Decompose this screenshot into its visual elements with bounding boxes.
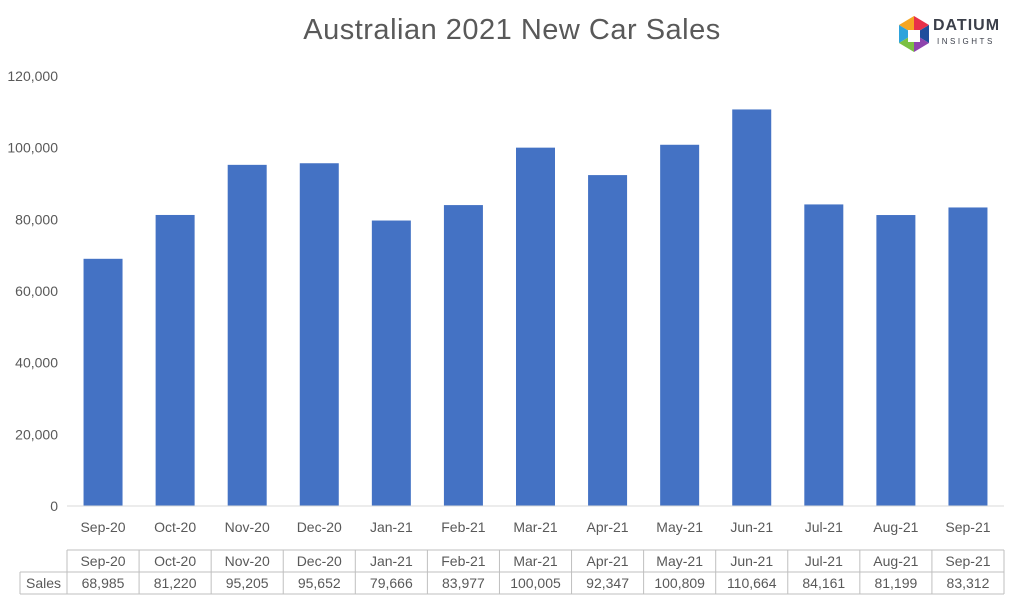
table-value-cell: 92,347 — [586, 575, 629, 591]
logo-name: DATIUM — [933, 17, 1001, 34]
bar-mar-21 — [516, 147, 555, 506]
table-value-cell: 100,809 — [654, 575, 705, 591]
table-header-cell: Dec-20 — [297, 553, 342, 569]
table-header-cell: Jul-21 — [805, 553, 843, 569]
bar-jan-21 — [371, 220, 411, 507]
y-tick-label: 20,000 — [15, 426, 58, 442]
x-tick-label: Aug-21 — [873, 519, 918, 535]
table-value-cell: 68,985 — [82, 575, 125, 591]
table-row-label: Sales — [26, 575, 61, 591]
logo-subtitle: INSIGHTS — [937, 37, 995, 46]
bar-aug-21 — [876, 215, 916, 506]
y-tick-label: 120,000 — [7, 68, 58, 84]
x-tick-label: Sep-21 — [945, 519, 990, 535]
table-header-cell: May-21 — [656, 553, 703, 569]
bar-may-21 — [660, 144, 700, 506]
table-value-cell: 95,205 — [226, 575, 269, 591]
y-tick-label: 0 — [50, 498, 58, 514]
table-header-cell: Feb-21 — [441, 553, 486, 569]
datium-logo-icon — [899, 16, 929, 52]
table-header-cell: Oct-20 — [154, 553, 196, 569]
x-tick-label: Jul-21 — [805, 519, 843, 535]
table-value-cell: 110,664 — [727, 575, 777, 591]
x-tick-label: Mar-21 — [513, 519, 558, 535]
table-header-cell: Jan-21 — [370, 553, 413, 569]
y-tick-label: 80,000 — [15, 211, 58, 227]
y-tick-label: 100,000 — [7, 140, 58, 156]
bar-sep-20 — [83, 258, 123, 506]
x-tick-label: Apr-21 — [587, 519, 629, 535]
table-header-cell: Jun-21 — [730, 553, 773, 569]
table-header-cell: Nov-20 — [225, 553, 270, 569]
table-value-cell: 95,652 — [298, 575, 341, 591]
x-tick-label: Nov-20 — [225, 519, 270, 535]
table-header-cell: Aug-21 — [873, 553, 918, 569]
bar-jun-21 — [732, 109, 772, 506]
y-tick-label: 60,000 — [15, 283, 58, 299]
datium-logo: DATIUM INSIGHTS — [897, 14, 1017, 54]
table-value-cell: 100,005 — [510, 575, 561, 591]
bar-apr-21 — [588, 175, 628, 507]
bar-dec-20 — [299, 163, 339, 506]
table-header-cell: Sep-20 — [80, 553, 125, 569]
x-tick-label: Feb-21 — [441, 519, 486, 535]
x-tick-label: Jan-21 — [370, 519, 413, 535]
bar-sep-21 — [948, 207, 988, 506]
table-value-cell: 81,220 — [154, 575, 197, 591]
bar-nov-20 — [227, 164, 267, 506]
x-tick-label: Jun-21 — [730, 519, 773, 535]
table-value-cell: 81,199 — [874, 575, 917, 591]
bar-feb-21 — [443, 205, 483, 507]
x-tick-label: Oct-20 — [154, 519, 196, 535]
table-header-cell: Apr-21 — [587, 553, 629, 569]
table-header-cell: Mar-21 — [513, 553, 558, 569]
bar-oct-20 — [155, 214, 195, 506]
y-tick-label: 40,000 — [15, 355, 58, 371]
table-value-cell: 83,312 — [947, 575, 990, 591]
x-tick-label: May-21 — [656, 519, 703, 535]
x-tick-label: Sep-20 — [80, 519, 125, 535]
chart-title: Australian 2021 New Car Sales — [303, 14, 721, 46]
table-value-cell: 84,161 — [802, 575, 845, 591]
table-header-cell: Sep-21 — [945, 553, 990, 569]
table-value-cell: 83,977 — [442, 575, 485, 591]
table-value-cell: 79,666 — [370, 575, 413, 591]
x-tick-label: Dec-20 — [297, 519, 342, 535]
bar-jul-21 — [804, 204, 844, 506]
